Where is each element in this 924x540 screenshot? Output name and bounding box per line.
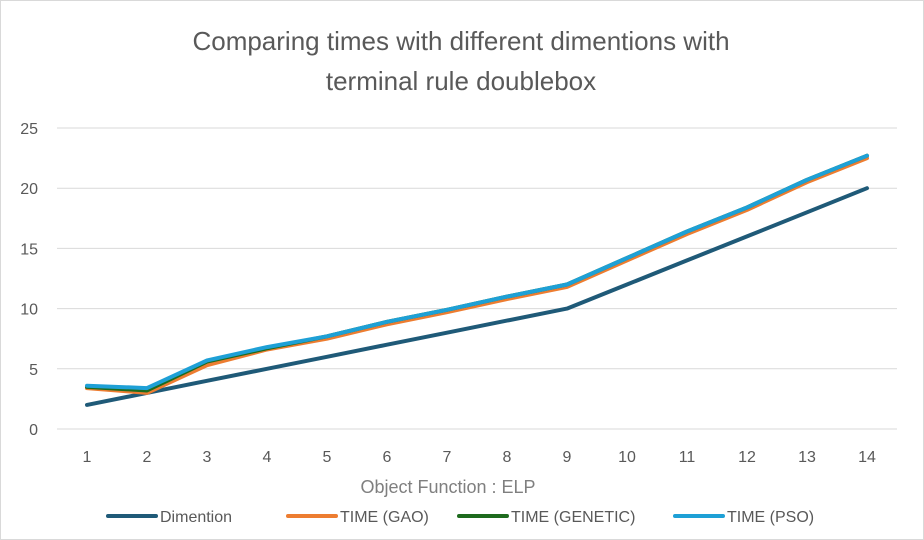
series-lines [85,153,869,407]
y-tick-label: 5 [29,362,38,379]
chart-title-line1: Comparing times with different dimention… [192,26,729,56]
x-tick-label: 11 [679,449,696,466]
x-tick-label: 8 [503,449,512,466]
chart-title-line2: terminal rule doublebox [326,66,596,96]
x-tick-label: 3 [203,449,212,466]
x-tick-label: 6 [383,449,392,466]
x-tick-label: 1 [83,449,92,466]
y-tick-label: 15 [20,241,38,258]
x-tick-label: 14 [858,449,876,466]
x-tick-label: 4 [263,449,272,466]
y-tick-label: 0 [29,422,38,439]
x-tick-label: 12 [738,449,756,466]
x-tick-label: 10 [618,449,636,466]
x-axis-ticks: 1 2 3 4 5 6 7 8 9 10 11 12 13 14 [83,449,876,466]
legend-label: TIME (GAO) [340,509,429,526]
x-tick-label: 7 [443,449,452,466]
legend-label: Dimention [160,509,232,526]
y-axis-ticks: 0 5 10 15 20 25 [20,121,38,439]
y-tick-label: 25 [20,121,38,138]
y-tick-label: 20 [20,181,38,198]
legend: Dimention TIME (GAO) TIME (GENETIC) TIME (P… [106,509,814,526]
x-axis-label: Object Function : ELP [360,477,535,497]
y-tick-label: 10 [20,302,38,319]
x-tick-label: 2 [143,449,152,466]
series-line-0 [85,186,869,407]
series-line-2 [85,153,869,393]
x-tick-label: 13 [798,449,816,466]
legend-label: TIME (GENETIC) [511,509,635,526]
series-line-3 [85,153,869,391]
series-line-1 [85,156,869,395]
x-tick-label: 5 [323,449,332,466]
x-tick-label: 9 [563,449,572,466]
legend-label: TIME (PSO) [727,509,814,526]
